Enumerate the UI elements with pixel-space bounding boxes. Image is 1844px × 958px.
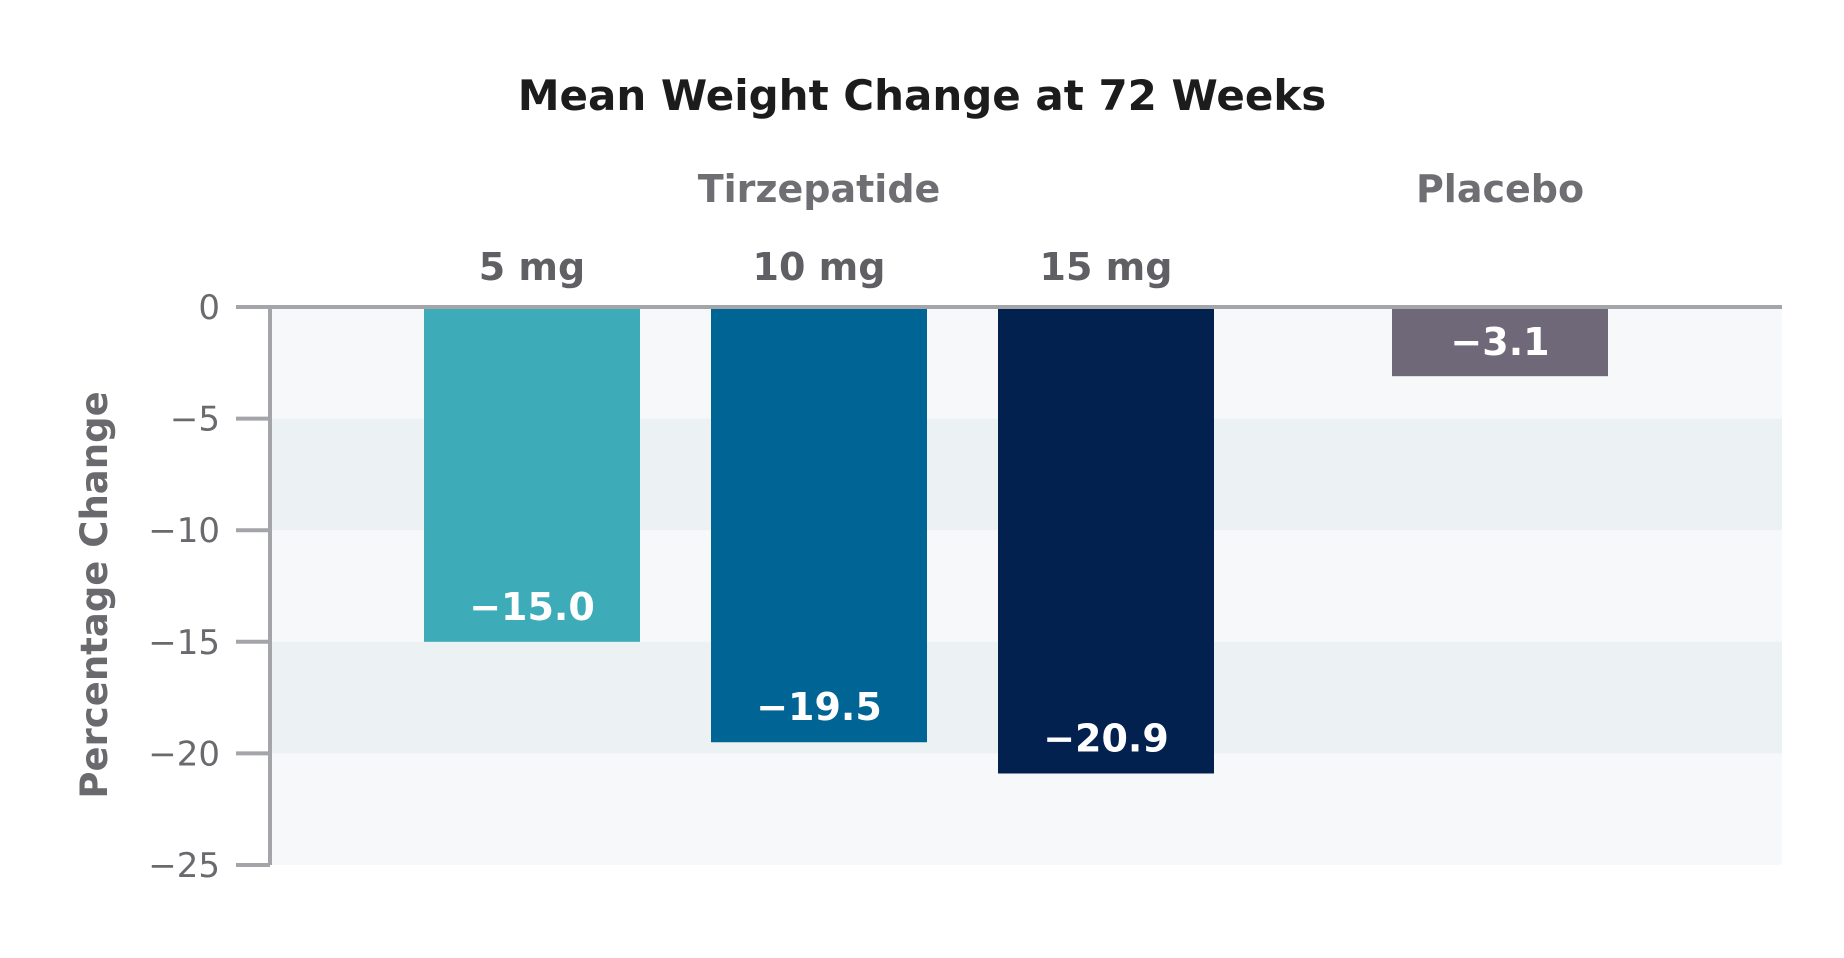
category-labels: 5 mg 10 mg 15 mg — [479, 245, 1173, 289]
y-axis: 0 −5 −10 −15 −20 −25 — [148, 288, 1782, 886]
data-label: −3.1 — [1450, 320, 1549, 364]
data-label: −19.5 — [756, 685, 882, 729]
y-tick-label: −20 — [148, 734, 220, 774]
group-label-placebo: Placebo — [1416, 167, 1584, 211]
data-label: −20.9 — [1043, 716, 1169, 760]
chart-title: Mean Weight Change at 72 Weeks — [518, 71, 1327, 120]
y-tick-label: −25 — [148, 846, 220, 886]
data-label: −15.0 — [469, 585, 595, 629]
y-axis-title: Percentage Change — [73, 391, 116, 798]
bar — [711, 307, 927, 743]
category-label: 10 mg — [753, 245, 886, 289]
group-label-tirzepatide: Tirzepatide — [698, 167, 941, 211]
y-tick-label: −5 — [170, 400, 220, 440]
bar — [424, 307, 640, 642]
bars — [424, 307, 1608, 774]
bar — [1392, 307, 1608, 377]
bar — [998, 307, 1214, 774]
y-tick-label: 0 — [198, 288, 220, 328]
category-label: 5 mg — [479, 245, 585, 289]
y-tick-label: −15 — [148, 623, 220, 663]
category-label: 15 mg — [1040, 245, 1173, 289]
value-labels: −15.0 −19.5 −20.9 −3.1 — [469, 320, 1549, 760]
y-tick-label: −10 — [148, 511, 220, 551]
